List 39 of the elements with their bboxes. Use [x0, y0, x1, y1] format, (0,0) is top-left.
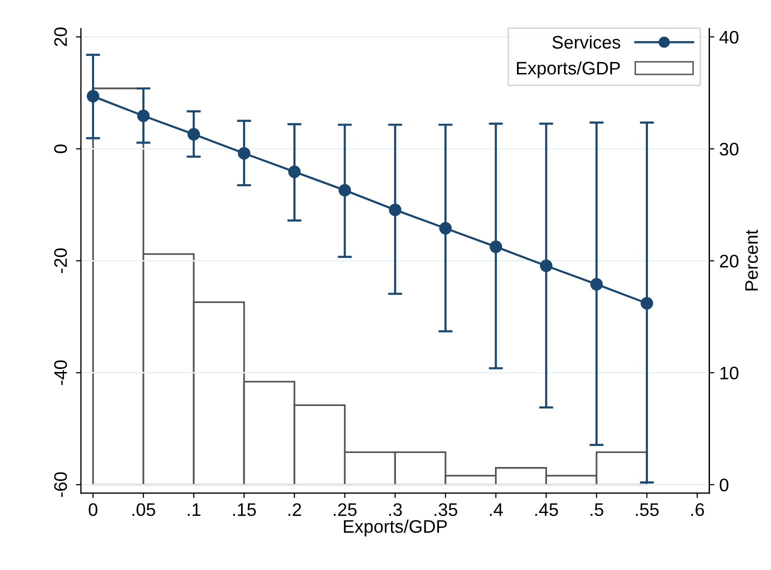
- y2-tick-label: 40: [719, 30, 738, 44]
- y2-tick-label: 20: [720, 254, 738, 268]
- y2-tick-label: 30: [720, 142, 738, 156]
- y2-axis-title: Percent: [745, 230, 758, 290]
- y-tick-label: -40: [54, 360, 67, 385]
- x-tick-label: .6: [691, 503, 704, 516]
- x-tick-label: .55: [636, 503, 659, 516]
- point: [338, 184, 352, 197]
- x-tick-label: .1: [188, 503, 200, 516]
- point: [187, 128, 200, 141]
- y-tick-label: 0: [54, 144, 67, 154]
- x-tick-label: .2: [288, 503, 302, 516]
- point: [86, 90, 100, 102]
- x-tick-label: .5: [590, 503, 604, 516]
- y2-tick-label: 10: [720, 366, 738, 380]
- x-axis-title: Exports/GDP: [344, 520, 447, 536]
- point: [439, 222, 452, 235]
- y-tick-label: -60: [54, 472, 67, 497]
- point: [388, 204, 402, 216]
- point: [640, 297, 654, 310]
- x-tick-label: .45: [535, 503, 558, 516]
- y-tick-label: -20: [54, 248, 67, 274]
- x-tick-label: .35: [434, 503, 458, 516]
- y2-tick-label: 0: [720, 478, 728, 492]
- point: [288, 166, 301, 178]
- x-tick-label: .05: [132, 503, 156, 516]
- point: [137, 110, 150, 122]
- x-tick-label: 0: [88, 503, 98, 516]
- x-tick-label: .3: [389, 503, 402, 516]
- point: [590, 278, 603, 291]
- legend-label: Exports/GDP: [516, 61, 620, 78]
- point: [238, 147, 250, 160]
- x-tick-label: .15: [233, 503, 256, 516]
- point: [490, 240, 502, 254]
- x-tick-label: .25: [334, 503, 357, 516]
- x-tick-label: .4: [490, 503, 503, 516]
- y-tick-label: 20: [54, 28, 67, 46]
- legend-label: Services: [552, 35, 620, 49]
- point: [540, 260, 552, 272]
